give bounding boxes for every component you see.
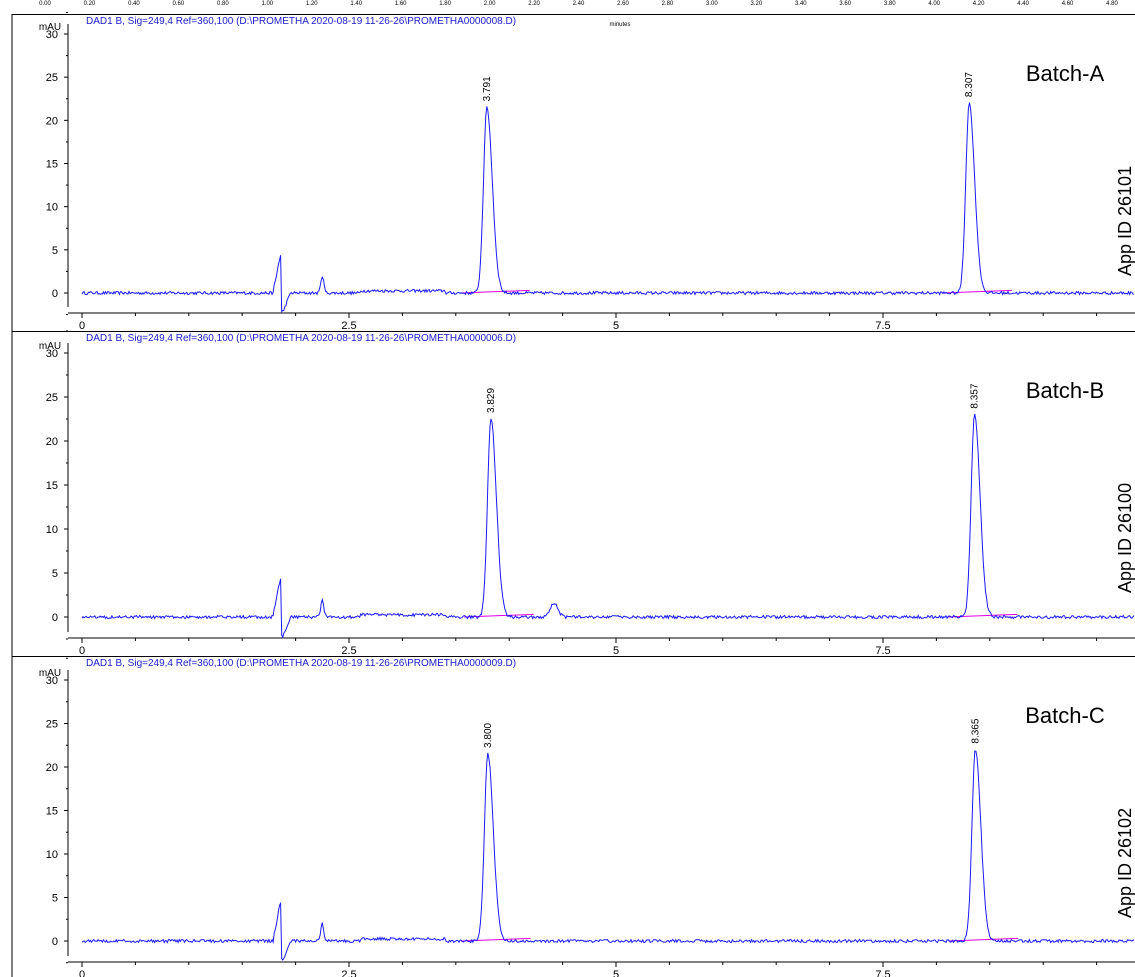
top-ruler-tick-label: 2.20 bbox=[528, 1, 540, 7]
peak-label: 8.357 bbox=[970, 383, 981, 408]
top-ruler-tick-label: 1.40 bbox=[350, 1, 362, 7]
top-ruler-tick-label: 0.20 bbox=[84, 1, 96, 7]
x-tick-label: 2.5 bbox=[341, 320, 356, 332]
panel-title: DAD1 B, Sig=249,4 Ref=360,100 (D:\PROMET… bbox=[86, 16, 516, 27]
y-tick-label: 30 bbox=[46, 348, 58, 360]
top-ruler-tick-label: 3.60 bbox=[839, 1, 851, 7]
y-tick-label: 10 bbox=[46, 849, 58, 861]
y-tick-label: 20 bbox=[46, 762, 58, 774]
peak-label: 8.307 bbox=[964, 72, 975, 97]
y-tick-label: 0 bbox=[52, 612, 58, 624]
peak-label: 3.791 bbox=[482, 76, 493, 101]
y-tick-label: 30 bbox=[46, 29, 58, 41]
peak-label: 3.800 bbox=[483, 722, 494, 747]
top-ruler-tick-label: 2.80 bbox=[662, 1, 674, 7]
y-axis-label: mAU bbox=[39, 668, 61, 679]
peak-baseline bbox=[948, 937, 1019, 942]
x-tick-label: 5 bbox=[613, 320, 619, 332]
y-axis-label: mAU bbox=[39, 22, 61, 33]
y-tick-label: 0 bbox=[52, 936, 58, 948]
y-tick-label: 5 bbox=[52, 245, 58, 257]
chromatogram-panel: DAD1 B, Sig=249,4 Ref=360,100 (D:\PROMET… bbox=[11, 11, 1135, 332]
chromatogram-trace bbox=[81, 750, 1135, 961]
app-id-label: App ID 26101 bbox=[1115, 166, 1135, 276]
panel-title: DAD1 B, Sig=249,4 Ref=360,100 (D:\PROMET… bbox=[86, 333, 516, 344]
top-ruler-tick-label: 1.00 bbox=[261, 1, 273, 7]
x-tick-label: 5 bbox=[613, 645, 619, 657]
y-tick-label: 20 bbox=[46, 436, 58, 448]
chromatogram-trace bbox=[81, 102, 1135, 313]
top-ruler-tick-label: 0.80 bbox=[217, 1, 229, 7]
top-ruler-tick-label: 3.40 bbox=[795, 1, 807, 7]
top-ruler-tick-label: 3.00 bbox=[706, 1, 718, 7]
x-tick-label: 2.5 bbox=[341, 645, 356, 657]
batch-label: Batch-C bbox=[1025, 703, 1105, 728]
y-tick-label: 25 bbox=[46, 72, 58, 84]
top-ruler-tick-label: 4.00 bbox=[928, 1, 940, 7]
peak-baseline bbox=[461, 937, 531, 942]
x-tick-label: 7.5 bbox=[875, 645, 890, 657]
x-tick-label: 2.5 bbox=[341, 969, 356, 977]
chromatogram-trace bbox=[81, 413, 1135, 639]
y-tick-label: 15 bbox=[46, 159, 58, 171]
top-ruler-tick-label: 3.20 bbox=[750, 1, 762, 7]
y-axis-label: mAU bbox=[39, 341, 61, 352]
peak-label: 8.365 bbox=[970, 718, 981, 743]
top-ruler-tick-label: 4.40 bbox=[1017, 1, 1029, 7]
top-ruler-tick-label: 1.80 bbox=[439, 1, 451, 7]
top-ruler-unit-label: minutes bbox=[609, 22, 630, 28]
y-tick-label: 30 bbox=[46, 675, 58, 687]
chromatogram-panel: DAD1 B, Sig=249,4 Ref=360,100 (D:\PROMET… bbox=[11, 656, 1135, 977]
top-ruler-tick-label: 0.60 bbox=[173, 1, 185, 7]
y-tick-label: 25 bbox=[46, 392, 58, 404]
peak-baseline bbox=[947, 613, 1018, 618]
app-id-label: App ID 26100 bbox=[1115, 483, 1135, 593]
y-tick-label: 5 bbox=[52, 893, 58, 905]
batch-label: Batch-B bbox=[1026, 378, 1104, 403]
top-ruler-tick-label: 2.60 bbox=[617, 1, 629, 7]
app-id-label: App ID 26102 bbox=[1115, 808, 1135, 918]
x-tick-label: 0 bbox=[79, 969, 85, 977]
top-ruler-tick-label: 0.00 bbox=[39, 1, 51, 7]
top-ruler-tick-label: 4.60 bbox=[1062, 1, 1074, 7]
panel-title: DAD1 B, Sig=249,4 Ref=360,100 (D:\PROMET… bbox=[86, 658, 516, 669]
top-ruler-tick-label: 2.00 bbox=[484, 1, 496, 7]
x-tick-label: 0 bbox=[79, 645, 85, 657]
top-ruler-tick-label: 2.40 bbox=[573, 1, 585, 7]
top-ruler-tick-label: 4.80 bbox=[1106, 1, 1118, 7]
top-ruler-tick-label: 4.20 bbox=[973, 1, 985, 7]
top-ruler-tick-label: 1.60 bbox=[395, 1, 407, 7]
y-tick-label: 15 bbox=[46, 480, 58, 492]
top-ruler-tick-label: 3.80 bbox=[884, 1, 896, 7]
y-tick-label: 10 bbox=[46, 524, 58, 536]
y-tick-label: 0 bbox=[52, 288, 58, 300]
peak-baseline bbox=[460, 289, 530, 294]
y-tick-label: 15 bbox=[46, 806, 58, 818]
x-tick-label: 7.5 bbox=[875, 320, 890, 332]
batch-label: Batch-A bbox=[1026, 61, 1105, 86]
y-tick-label: 10 bbox=[46, 202, 58, 214]
top-ruler: 0.00 0.20 0.40 0.60 0.80 1.00 1.20 1.40 1.60 1.80… bbox=[39, 1, 1118, 28]
x-tick-label: 7.5 bbox=[875, 969, 890, 977]
top-ruler-tick-label: 1.20 bbox=[306, 1, 318, 7]
y-tick-label: 20 bbox=[46, 115, 58, 127]
x-tick-label: 0 bbox=[79, 320, 85, 332]
y-tick-label: 25 bbox=[46, 719, 58, 731]
y-tick-label: 5 bbox=[52, 568, 58, 580]
chromatogram-panel: DAD1 B, Sig=249,4 Ref=360,100 (D:\PROMET… bbox=[11, 330, 1135, 657]
peak-label: 3.829 bbox=[486, 388, 497, 413]
x-tick-label: 5 bbox=[613, 969, 619, 977]
top-ruler-tick-label: 0.40 bbox=[128, 1, 140, 7]
